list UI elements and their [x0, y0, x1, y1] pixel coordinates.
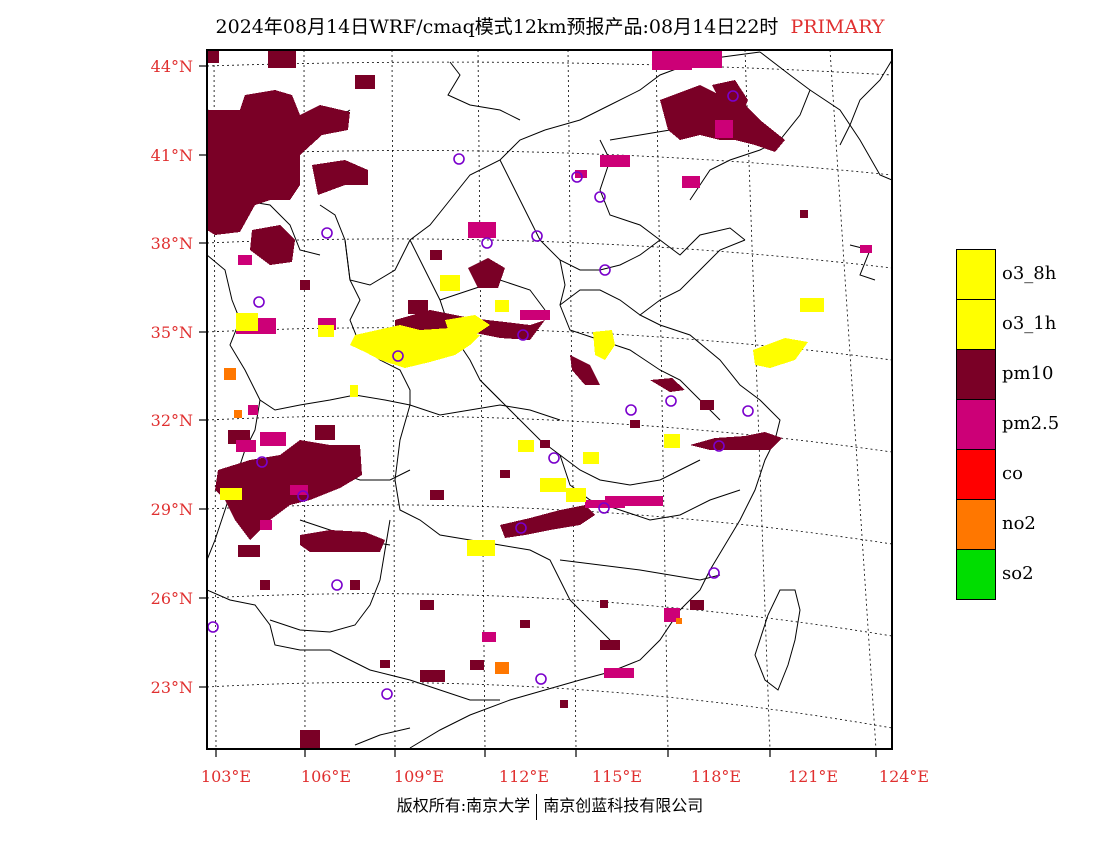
legend-label: o3_8h	[1002, 263, 1057, 284]
title-primary-tag: PRIMARY	[790, 16, 885, 38]
legend-item-co: co	[956, 449, 1096, 500]
copyright-left: 版权所有:南京大学	[396, 796, 531, 815]
title-text: 2024年08月14日WRF/cmaq模式12km预报产品:08月14日22时	[215, 16, 779, 38]
lat-label-29: 29°N	[151, 500, 193, 519]
station-markers	[207, 90, 754, 700]
lon-label-115: 115°E	[592, 767, 642, 786]
lat-label-38: 38°N	[151, 234, 193, 253]
boundaries	[207, 51, 892, 749]
legend-swatch	[956, 549, 996, 600]
latitude-labels: 44°N 41°N 38°N 35°N 32°N 29°N 26°N 23°N	[151, 57, 193, 697]
graticule	[207, 50, 892, 749]
legend-label: pm2.5	[1002, 413, 1060, 434]
lat-label-44: 44°N	[151, 57, 193, 76]
legend-swatch	[956, 299, 996, 350]
legend-item-o31h: o3_1h	[956, 299, 1096, 350]
legend-swatch	[956, 249, 996, 300]
legend-label: o3_1h	[1002, 313, 1057, 334]
lat-label-41: 41°N	[151, 146, 193, 165]
pm10-regions	[207, 50, 808, 749]
lat-label-26: 26°N	[151, 589, 193, 608]
copyright-footer: 版权所有:南京大学 南京创蓝科技有限公司	[0, 792, 1100, 820]
legend-item-no2: no2	[956, 499, 1096, 550]
longitude-labels: 103°E 106°E 109°E 112°E 115°E 118°E 121°…	[201, 767, 929, 786]
copyright-right: 南京创蓝科技有限公司	[543, 796, 704, 815]
legend-swatch	[956, 449, 996, 500]
lon-label-103: 103°E	[201, 767, 251, 786]
copyright-divider	[536, 793, 538, 820]
lon-label-118: 118°E	[691, 767, 741, 786]
o3-regions	[220, 275, 824, 556]
legend-swatch	[956, 399, 996, 450]
lon-label-112: 112°E	[499, 767, 549, 786]
map-title: 2024年08月14日WRF/cmaq模式12km预报产品:08月14日22时 P…	[0, 12, 1100, 39]
pollutant-legend: o3_8h o3_1h pm10 pm2.5 co no2 so2	[956, 249, 1096, 600]
legend-swatch	[956, 499, 996, 550]
lat-label-32: 32°N	[151, 411, 193, 430]
lon-label-109: 109°E	[394, 767, 444, 786]
legend-item-so2: so2	[956, 549, 1096, 600]
pm25-regions	[236, 50, 872, 678]
no2-regions	[224, 368, 682, 674]
legend-label: pm10	[1002, 363, 1054, 384]
map-content	[207, 50, 892, 749]
legend-label: co	[1002, 463, 1023, 484]
pollutant-layer	[207, 50, 872, 749]
lon-label-121: 121°E	[788, 767, 838, 786]
legend-item-o38h: o3_8h	[956, 249, 1096, 300]
legend-item-pm25: pm2.5	[956, 399, 1096, 450]
legend-item-pm10: pm10	[956, 349, 1096, 400]
lat-label-35: 35°N	[151, 323, 193, 342]
lat-label-23: 23°N	[151, 678, 193, 697]
legend-label: no2	[1002, 513, 1036, 534]
lon-label-124: 124°E	[879, 767, 929, 786]
legend-label: so2	[1002, 563, 1034, 584]
tick-marks	[199, 65, 877, 757]
map-frame	[206, 49, 893, 750]
legend-swatch	[956, 349, 996, 400]
lon-label-106: 106°E	[301, 767, 351, 786]
